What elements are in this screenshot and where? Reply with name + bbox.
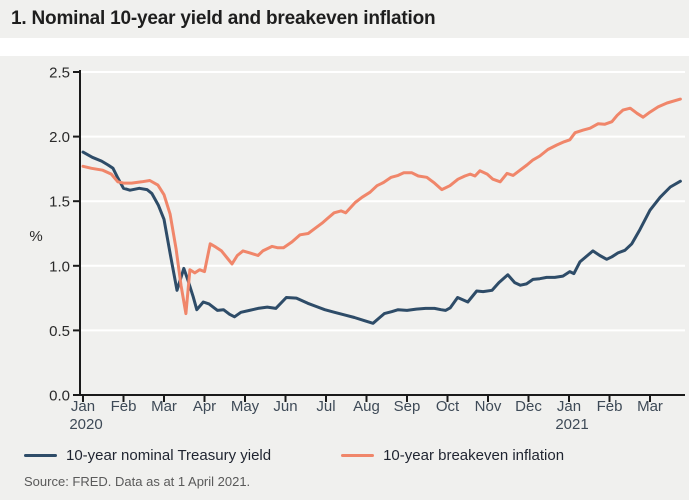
x-tick-label: Jan: [71, 398, 95, 415]
y-tick-label: 1.0: [49, 258, 70, 275]
legend-label-breakeven-inflation: 10-year breakeven inflation: [383, 447, 565, 464]
x-tick-label: Aug: [353, 398, 380, 415]
legend-label-nominal-treasury-yield: 10-year nominal Treasury yield: [66, 447, 272, 464]
x-tick-label: Jul: [316, 398, 335, 415]
x-tick-label: Dec: [515, 398, 542, 415]
x-tick-year-label: 2021: [555, 416, 588, 433]
x-tick-label: Sep: [394, 398, 421, 415]
x-tick-label: Jun: [273, 398, 297, 415]
x-tick-label: Mar: [151, 398, 177, 415]
figure-title: 1. Nominal 10-year yield and breakeven i…: [11, 8, 436, 29]
breakeven-inflation-line: [81, 97, 682, 316]
chart-card: 0.0 0.5 1.0 1.5 2.0 2.5% Jan Feb Mar Apr May Jun Jul…: [0, 56, 689, 500]
legend-swatch-orange-line: [341, 454, 375, 457]
x-tick-year-label: 2020: [69, 416, 102, 433]
y-tick-label: 0.5: [49, 323, 70, 340]
legend-item-nominal-treasury-yield: 10-year nominal Treasury yield: [24, 447, 271, 464]
x-tick-label: Oct: [436, 398, 460, 415]
source-note: Source: FRED. Data as at 1 April 2021.: [24, 474, 251, 489]
figure-title-bar: 1. Nominal 10-year yield and breakeven i…: [0, 0, 689, 38]
x-tick-label: Apr: [193, 398, 216, 415]
y-tick-label: 2.0: [49, 129, 70, 146]
legend-swatch-navy-line: [24, 454, 57, 457]
y-tick-label: 0.0: [49, 388, 70, 405]
x-tick-label: May: [231, 398, 260, 415]
x-tick-label: Mar: [637, 398, 663, 415]
x-tick-label: Feb: [111, 398, 137, 415]
y-tick-label: 1.5: [49, 194, 70, 211]
x-tick-label: Nov: [475, 398, 502, 415]
x-tick-label: Feb: [597, 398, 623, 415]
nominal-treasury-yield-line: [81, 150, 682, 325]
y-tick-label: 2.5: [49, 65, 70, 82]
chart-legend: 10-year nominal Treasury yield 10-year b…: [24, 447, 564, 464]
line-chart: 0.0 0.5 1.0 1.5 2.0 2.5% Jan Feb Mar Apr May Jun Jul…: [29, 65, 685, 433]
y-axis-unit-label: %: [29, 228, 42, 245]
x-tick-label: Jan: [557, 398, 581, 415]
legend-item-breakeven-inflation: 10-year breakeven inflation: [341, 447, 564, 464]
